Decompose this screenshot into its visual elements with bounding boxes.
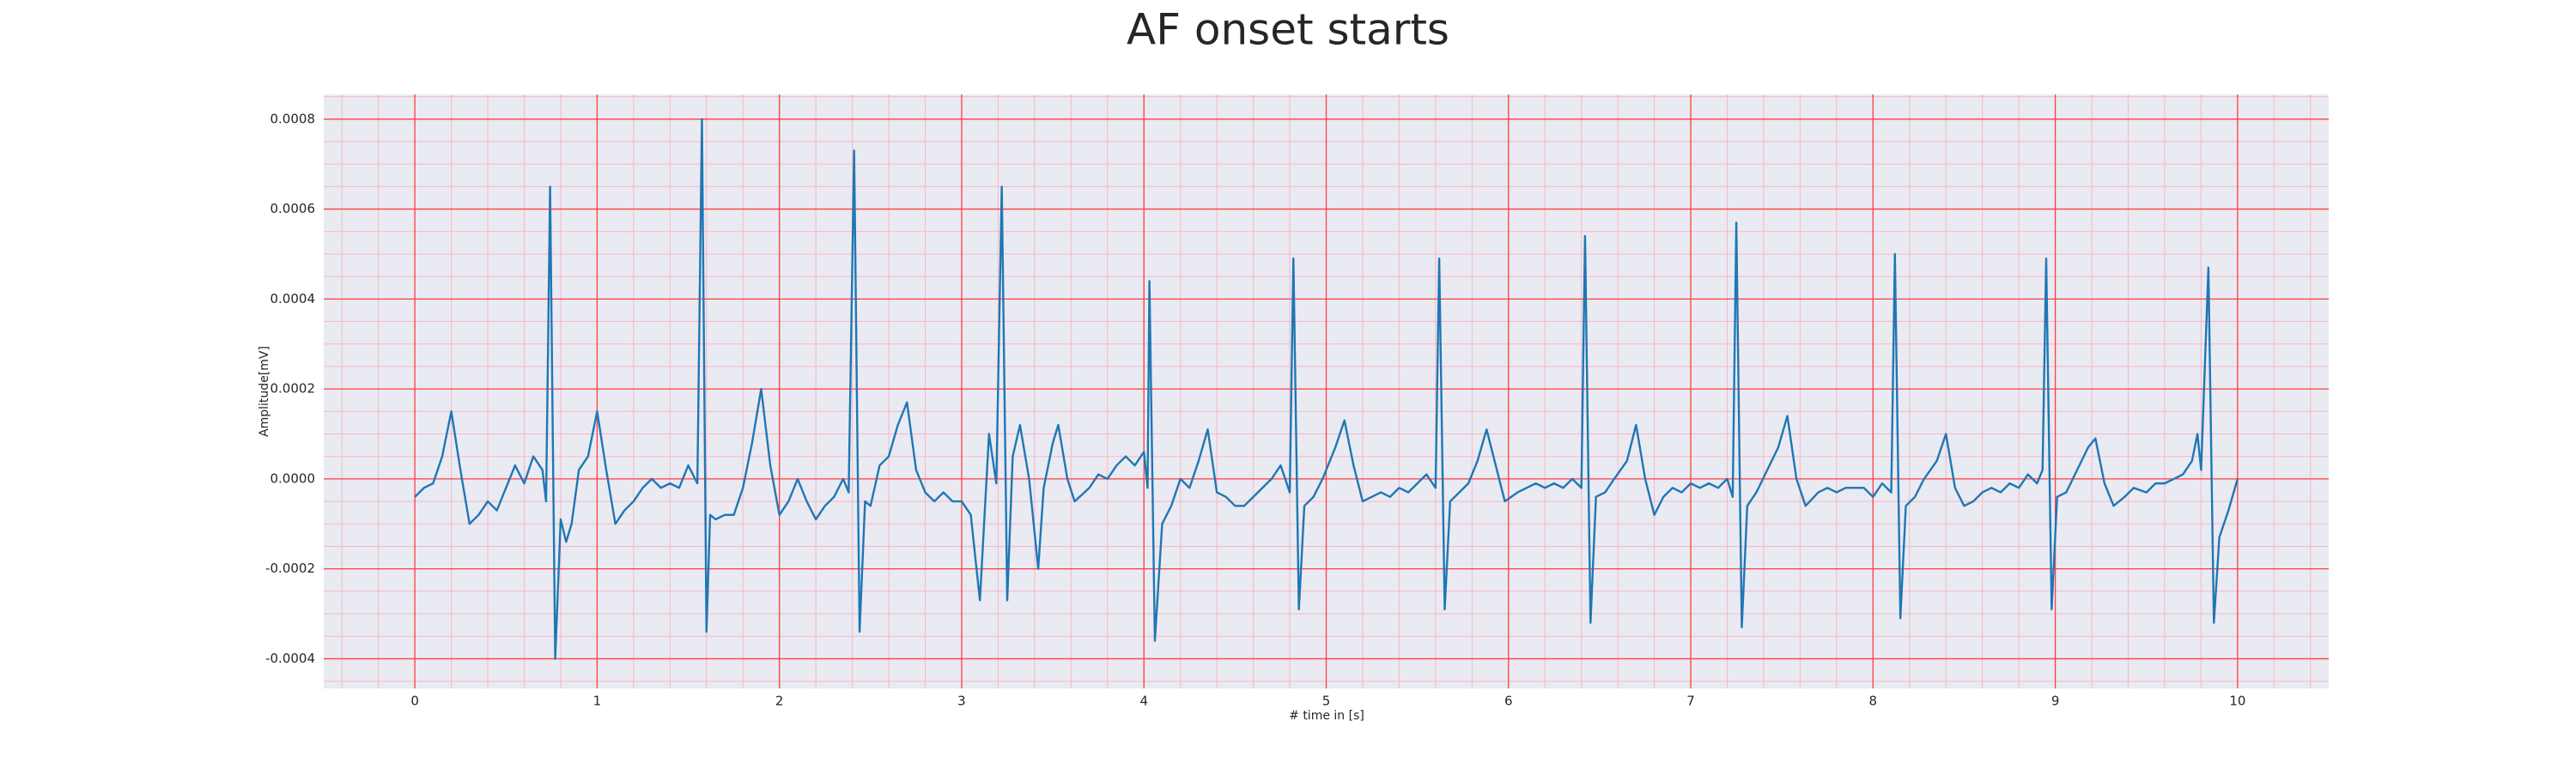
y-tick-label: 0.0006 (270, 201, 316, 216)
grid (324, 94, 2329, 688)
x-tick-label: 7 (1686, 694, 1695, 709)
lines (414, 118, 2239, 660)
chart-title: AF onset starts (1127, 5, 1449, 55)
y-tick-label: 0.0008 (270, 111, 316, 126)
y-tick-label: -0.0004 (265, 651, 315, 666)
y-tick-label: 0.0004 (270, 291, 316, 306)
x-tick-label: 4 (1139, 694, 1148, 709)
x-tick-label: 8 (1869, 694, 1878, 709)
y-tick-label: 0.0000 (270, 470, 316, 486)
x-axis-label: # time in [s] (1289, 709, 1364, 723)
x-tick-label: 2 (775, 694, 784, 709)
x-tick-label: 1 (593, 694, 602, 709)
x-tick-label: 0 (410, 694, 419, 709)
x-tick-label: 6 (1504, 694, 1513, 709)
x-tick-label: 3 (957, 694, 966, 709)
y-axis-label: Amplitude[mV] (258, 346, 271, 437)
y-tick-label: 0.0002 (270, 381, 316, 397)
y-tick-label: -0.0002 (265, 561, 315, 576)
series-line (414, 118, 2239, 660)
x-tick-label: 5 (1322, 694, 1331, 709)
x-tick-label: 10 (2229, 694, 2245, 709)
x-tick-label: 9 (2051, 694, 2060, 709)
